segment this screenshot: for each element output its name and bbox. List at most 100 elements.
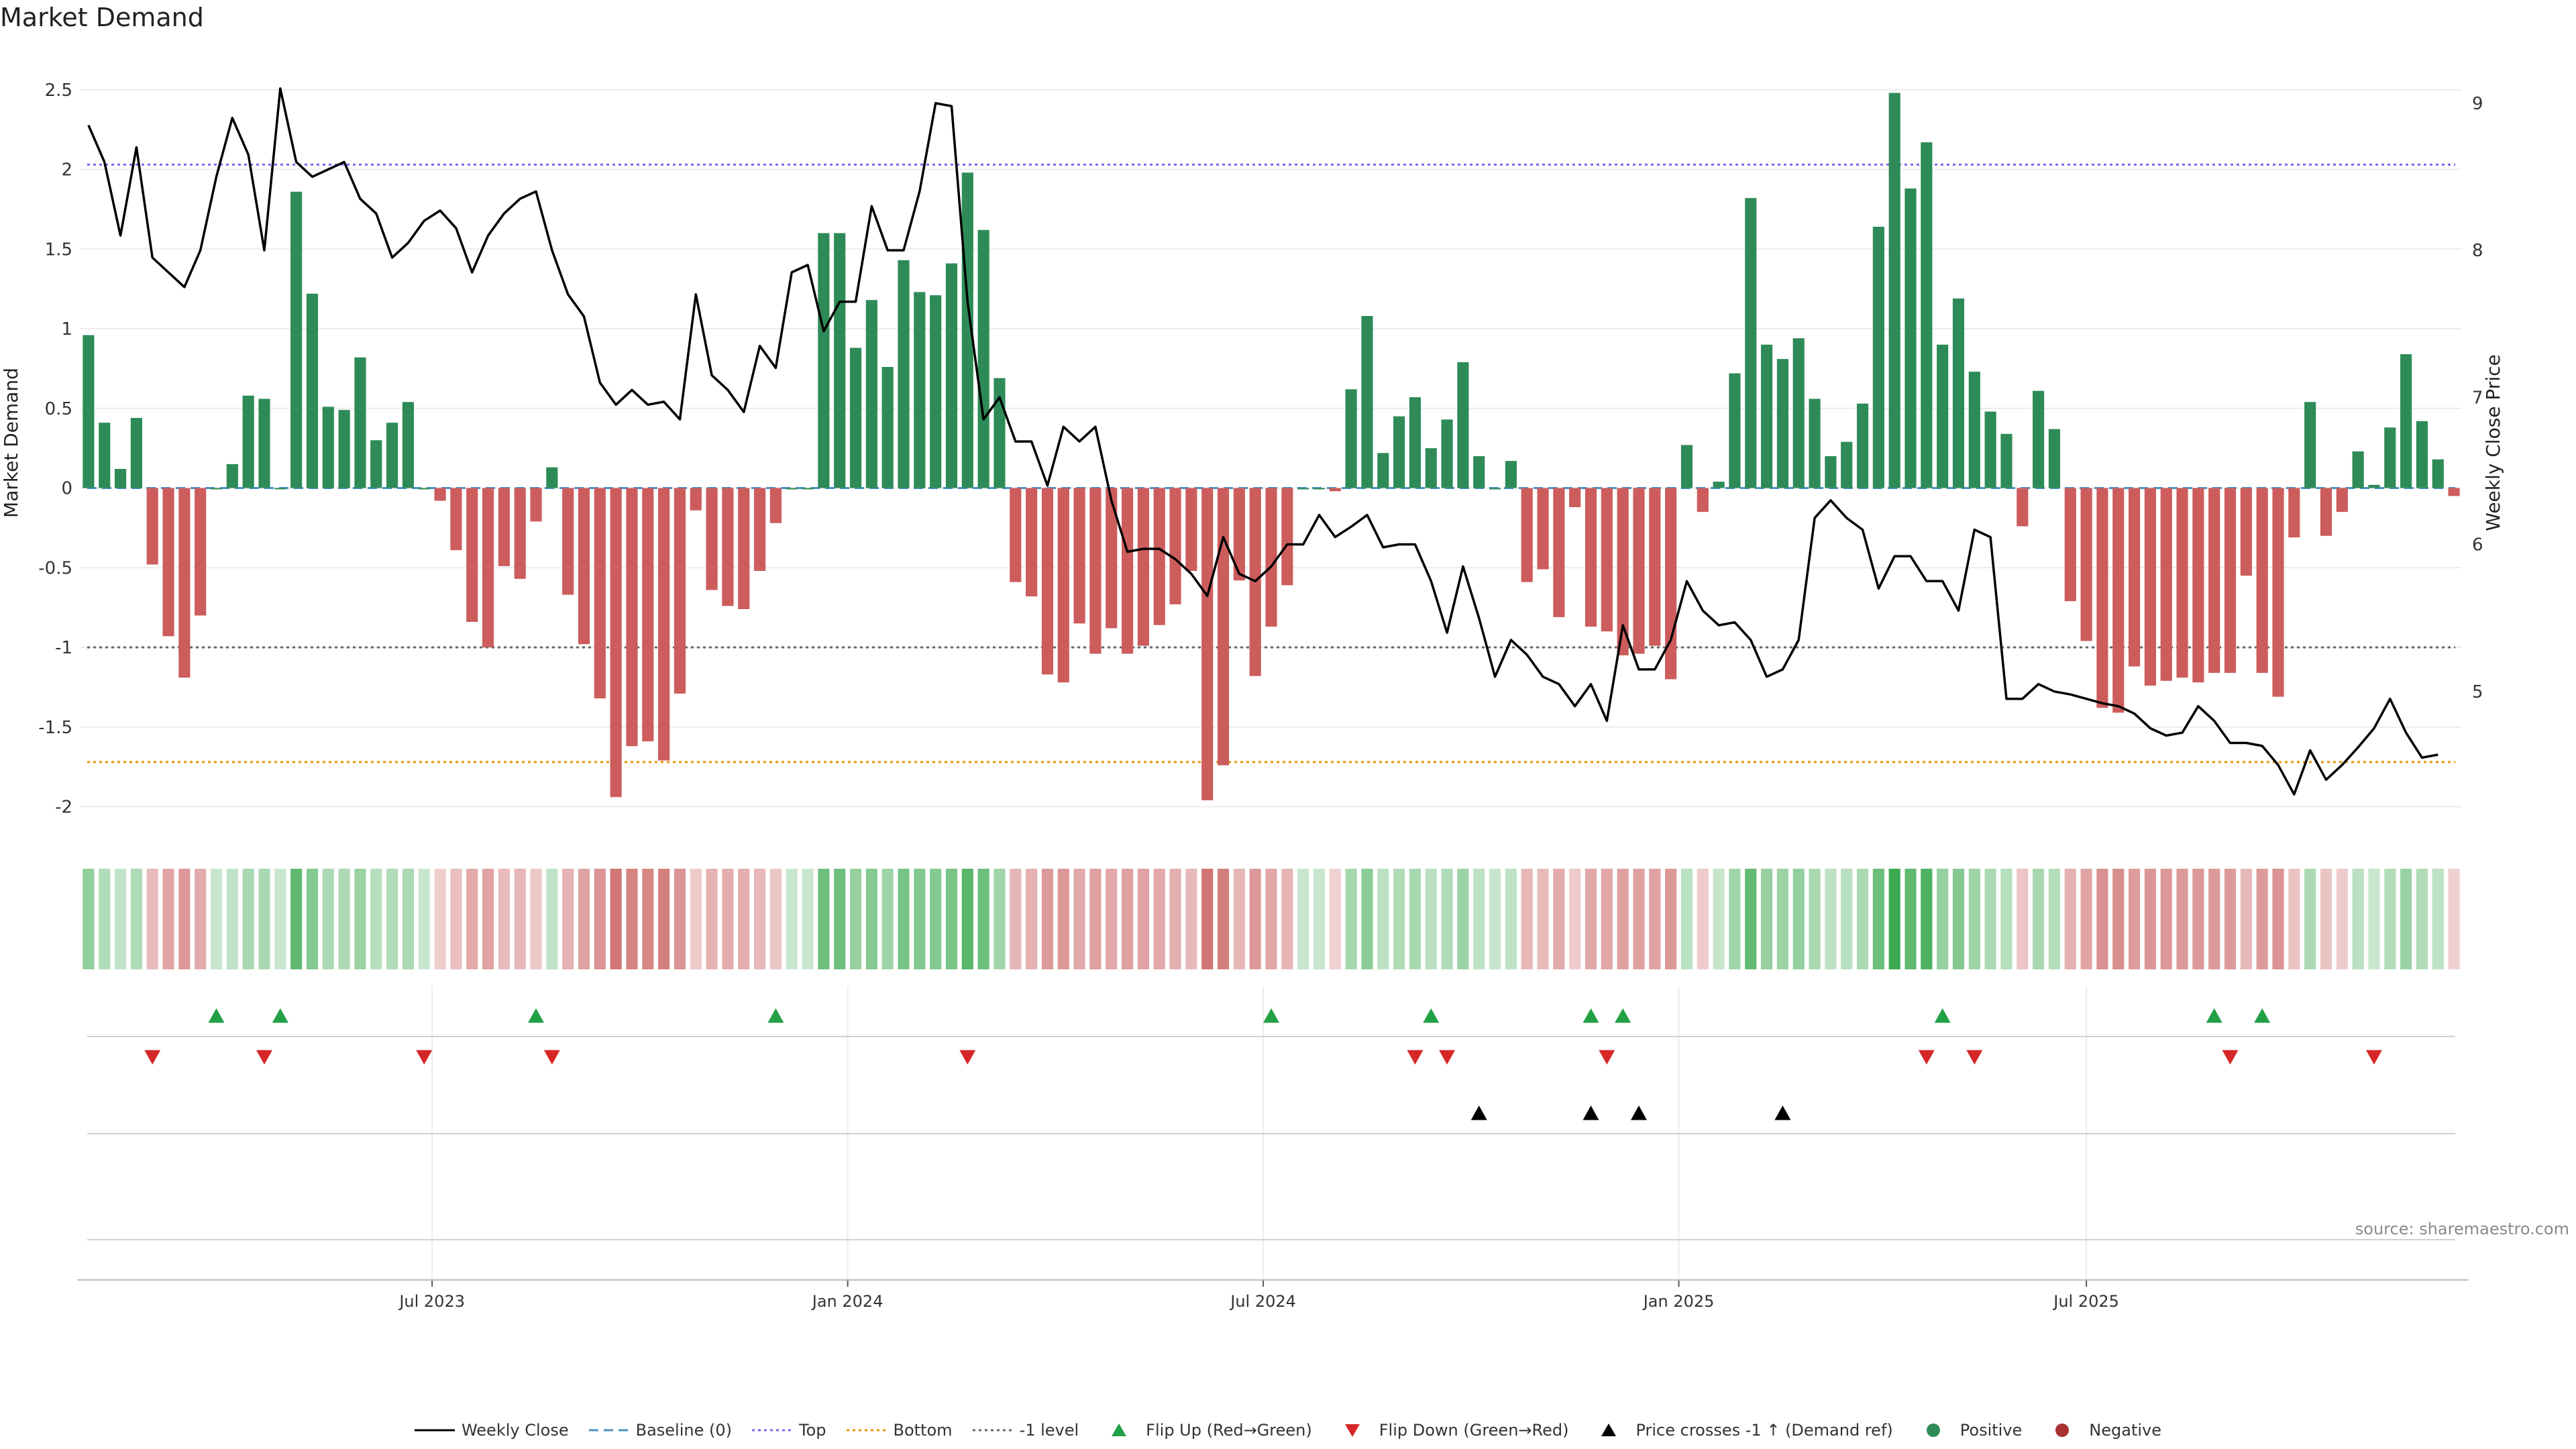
- demand-bar: [1952, 298, 1965, 488]
- demand-bar: [1201, 488, 1214, 800]
- demand-bar: [977, 229, 989, 488]
- demand-bar: [1073, 488, 1085, 624]
- y-tick-label-left: 1: [61, 319, 72, 339]
- demand-bar: [578, 488, 590, 645]
- demand-bar: [1265, 488, 1277, 627]
- heat-cell: [1601, 869, 1613, 969]
- heat-cell: [354, 869, 366, 969]
- heat-cell: [99, 869, 111, 969]
- heat-cell: [2384, 869, 2396, 969]
- y-tick-label-left: -1: [55, 638, 72, 658]
- demand-bar: [2208, 488, 2220, 673]
- demand-bar: [1361, 316, 1373, 488]
- demand-bar: [1521, 488, 1533, 582]
- demand-bar: [482, 488, 494, 647]
- flip-up-marker: [2254, 1008, 2271, 1023]
- legend-item: Price crosses -1 ↑ (Demand ref): [1589, 1421, 1893, 1440]
- demand-bar: [2176, 488, 2188, 678]
- y-tick-label-left: -0.5: [38, 558, 72, 578]
- flip-up-marker: [272, 1008, 288, 1023]
- demand-bar: [1345, 389, 1357, 488]
- demand-bar: [1169, 488, 1181, 604]
- heat-cell: [434, 869, 446, 969]
- heat-cell: [1489, 869, 1501, 969]
- heat-cell: [1377, 869, 1389, 969]
- demand-bar: [1792, 338, 1805, 488]
- axis-layer: 2.5 2 1.5 1 0.5 0 -0.5 -1 -1.5 -2 9 8 7 6 5 Jul 2023 Jan…: [38, 80, 2483, 1311]
- flip-down-marker: [1918, 1050, 1935, 1065]
- heat-cell: [961, 869, 973, 969]
- flip-up-marker: [1934, 1008, 1951, 1023]
- y-tick-label-left: -1.5: [38, 718, 72, 738]
- demand-bar: [802, 488, 814, 490]
- demand-bar: [994, 378, 1006, 488]
- flip-down-marker: [959, 1050, 976, 1065]
- legend: Weekly Close Baseline (0) Top Bottom -1 leve…: [0, 1421, 2576, 1440]
- heat-cell: [178, 869, 191, 969]
- flip-down-marker: [144, 1050, 161, 1065]
- demand-bar: [306, 293, 319, 488]
- heat-cell: [754, 869, 766, 969]
- heat-cell: [626, 869, 638, 969]
- heat-cell: [290, 869, 303, 969]
- demand-bar: [1729, 373, 1741, 488]
- dot-icon: [2055, 1424, 2070, 1437]
- heat-cell: [482, 869, 494, 969]
- flip-down-marker: [1439, 1050, 1456, 1065]
- demand-bar: [562, 488, 574, 595]
- heat-cell: [1441, 869, 1453, 969]
- demand-bar: [1984, 411, 1996, 488]
- heat-cell: [2000, 869, 2012, 969]
- heat-cell: [1872, 869, 1884, 969]
- demand-bar: [1473, 456, 1485, 488]
- heat-cell: [226, 869, 238, 969]
- legend-label: Flip Down (Green→Red): [1379, 1421, 1569, 1440]
- heat-cell: [1904, 869, 1917, 969]
- y-tick-label-left: -2: [55, 798, 72, 818]
- heat-cell: [450, 869, 462, 969]
- demand-bar: [1633, 488, 1645, 654]
- heat-cell: [2352, 869, 2364, 969]
- demand-bar: [2224, 488, 2237, 673]
- x-tick-label: Jan 2025: [1642, 1292, 1715, 1311]
- line-solid-icon: [414, 1429, 455, 1432]
- demand-bar: [99, 423, 111, 488]
- heat-cell: [1473, 869, 1485, 969]
- heat-cell: [2224, 869, 2237, 969]
- demand-bar: [2129, 488, 2141, 667]
- demand-bar: [658, 488, 670, 761]
- heat-cell: [1249, 869, 1261, 969]
- demand-bar: [2080, 488, 2092, 641]
- line-dashed-icon: [588, 1429, 629, 1432]
- heat-cell: [1026, 869, 1038, 969]
- demand-bar: [450, 488, 462, 551]
- heat-cell: [1680, 869, 1693, 969]
- legend-item: Top: [752, 1421, 826, 1440]
- heat-cell: [1952, 869, 1965, 969]
- demand-bar: [258, 398, 270, 488]
- heat-cell: [1841, 869, 1853, 969]
- demand-bar: [738, 488, 750, 609]
- heat-cell: [2336, 869, 2348, 969]
- demand-bar: [1776, 359, 1788, 488]
- y-axis-label-left: Market Demand: [0, 368, 22, 518]
- demand-bar: [242, 395, 254, 488]
- heat-cell: [1585, 869, 1597, 969]
- heat-cell: [802, 869, 814, 969]
- line-dotted-icon: [846, 1429, 887, 1432]
- heat-cell: [1937, 869, 1949, 969]
- demand-bar: [434, 488, 446, 501]
- demand-bar: [754, 488, 766, 571]
- heat-cell: [2112, 869, 2125, 969]
- heat-cell: [2368, 869, 2380, 969]
- heat-cell: [130, 869, 142, 969]
- demand-bar: [2256, 488, 2268, 673]
- demand-bar: [386, 423, 398, 488]
- demand-bar: [1489, 488, 1501, 490]
- demand-bar: [2368, 484, 2380, 488]
- demand-bar: [2112, 488, 2125, 713]
- heat-cell: [1729, 869, 1741, 969]
- heat-cell: [610, 869, 622, 969]
- demand-bar: [2448, 488, 2460, 496]
- heat-cell: [1265, 869, 1277, 969]
